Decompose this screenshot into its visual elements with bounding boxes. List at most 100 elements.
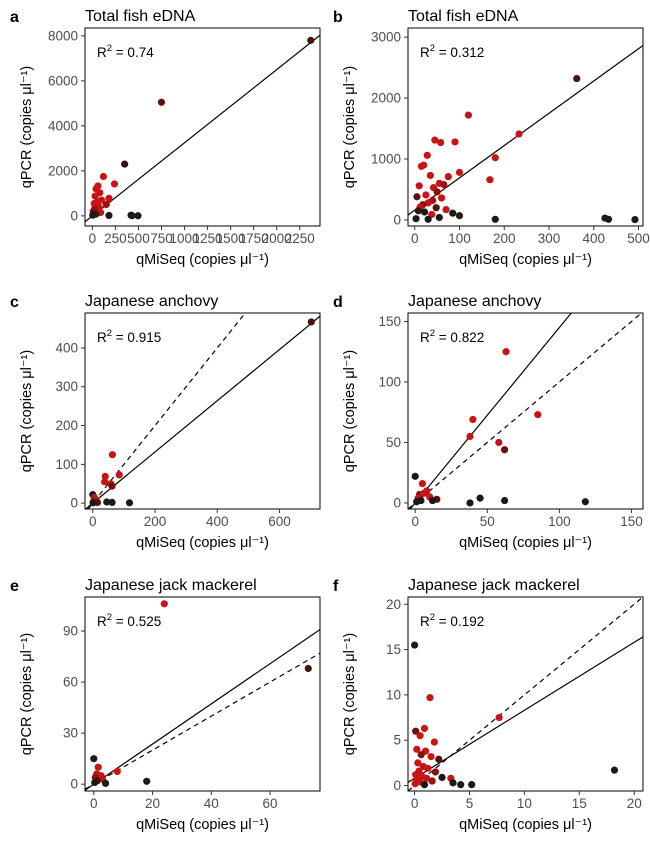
data-point	[431, 136, 439, 144]
regression-line	[409, 313, 572, 509]
data-point	[495, 438, 503, 447]
plot-frame	[407, 27, 644, 227]
plot-frame	[84, 27, 321, 227]
plot-frame	[407, 596, 644, 792]
y-tick-label: 100	[55, 457, 78, 472]
x-tick-label: 1250	[193, 231, 223, 246]
data-point	[417, 751, 425, 759]
data-point	[160, 600, 168, 608]
panel-d: d Japanese anchovy 0 50 100 150 0 50 100 150 qMiSe…	[333, 293, 644, 551]
data-point	[413, 745, 421, 753]
line-layer	[85, 34, 320, 223]
x-tick-label: 750	[150, 231, 173, 246]
data-point	[427, 752, 435, 761]
data-point	[108, 498, 116, 507]
plot-frame	[84, 312, 321, 510]
plot-frame	[84, 596, 321, 792]
data-point	[573, 74, 581, 83]
data-point	[468, 781, 476, 789]
data-point	[418, 479, 427, 488]
panel-title: Japanese jack mackerel	[85, 577, 257, 594]
data-point	[437, 194, 446, 202]
r2-superscript: 2	[107, 328, 112, 339]
data-point	[581, 498, 589, 506]
panel-c: c Japanese anchovy 0 200 400 600 0 100 200 300 400…	[10, 293, 321, 551]
data-point	[157, 98, 166, 106]
points-layer	[411, 348, 589, 507]
y-tick-label: 10	[386, 687, 401, 702]
y-tick-label: 300	[55, 379, 78, 394]
data-point	[426, 171, 434, 180]
y-axis-label: qPCR (copies μl⁻¹)	[342, 66, 358, 188]
data-point	[91, 192, 99, 200]
y-tick-label: 2000	[371, 91, 401, 106]
data-point	[428, 496, 437, 505]
x-tick-label: 0	[411, 231, 419, 246]
data-point	[457, 781, 465, 789]
y-axis-label: qPCR (copies μl⁻¹)	[19, 633, 35, 755]
r-squared-annotation: R2 = 0.192	[420, 612, 484, 629]
data-point	[455, 212, 464, 220]
regression-line	[85, 629, 320, 791]
data-point	[101, 779, 110, 787]
y-tick-label: 3000	[371, 30, 401, 45]
data-point	[431, 768, 440, 776]
data-point	[476, 494, 484, 502]
data-point	[411, 780, 419, 788]
data-point	[420, 208, 429, 216]
data-point	[125, 499, 134, 507]
x-tick-label: 0	[89, 231, 97, 246]
x-axis-label: qMiSeq (copies μl⁻¹)	[136, 535, 269, 551]
y-tick-label: 200	[55, 418, 78, 433]
x-tick-label: 150	[620, 514, 643, 529]
panel-letter: e	[10, 578, 19, 595]
y-tick-label: 0	[393, 778, 401, 793]
panel-title: Japanese jack mackerel	[408, 577, 580, 594]
data-point	[108, 482, 116, 490]
x-tick-label: 0	[411, 796, 419, 811]
x-tick-label: 300	[538, 231, 561, 246]
data-point	[110, 180, 119, 188]
x-axis-label: qMiSeq (copies μl⁻¹)	[136, 252, 269, 268]
data-point	[102, 201, 110, 209]
data-point	[416, 732, 424, 740]
one-to-one-line	[408, 597, 643, 791]
y-tick-label: 60	[63, 675, 78, 690]
data-point	[89, 499, 97, 507]
data-point	[466, 432, 474, 441]
x-tick-label: 100	[548, 514, 571, 529]
x-axis-label: qMiSeq (copies μl⁻¹)	[136, 817, 269, 833]
data-point	[449, 779, 457, 787]
data-point	[101, 472, 109, 480]
x-tick-label: 0	[411, 514, 419, 529]
data-point	[433, 188, 441, 196]
data-point	[486, 176, 494, 184]
y-tick-label: 100	[378, 374, 401, 389]
points-layer	[90, 600, 312, 787]
data-point	[500, 496, 509, 505]
plot-frame	[407, 312, 644, 510]
line-layer	[408, 313, 642, 509]
panel-letter: c	[10, 294, 19, 311]
y-tick-label: 150	[378, 314, 401, 329]
data-point	[410, 641, 419, 649]
r-squared-annotation: R2 = 0.312	[420, 43, 484, 60]
x-tick-label: 400	[582, 231, 605, 246]
data-point	[412, 727, 420, 735]
r2-value: = 0.312	[435, 45, 484, 60]
data-point	[469, 415, 477, 424]
data-point	[94, 763, 102, 771]
panel-letter: d	[333, 294, 343, 311]
x-tick-label: 40	[204, 796, 219, 811]
data-point	[423, 151, 431, 159]
line-layer	[408, 44, 643, 216]
data-point	[420, 489, 428, 497]
x-tick-label: 50	[480, 514, 495, 529]
y-tick-label: 1000	[371, 151, 401, 166]
r2-superscript: 2	[430, 328, 435, 339]
data-point	[424, 764, 432, 772]
data-point	[437, 138, 445, 147]
y-tick-label: 0	[70, 208, 78, 223]
data-point	[534, 411, 542, 419]
